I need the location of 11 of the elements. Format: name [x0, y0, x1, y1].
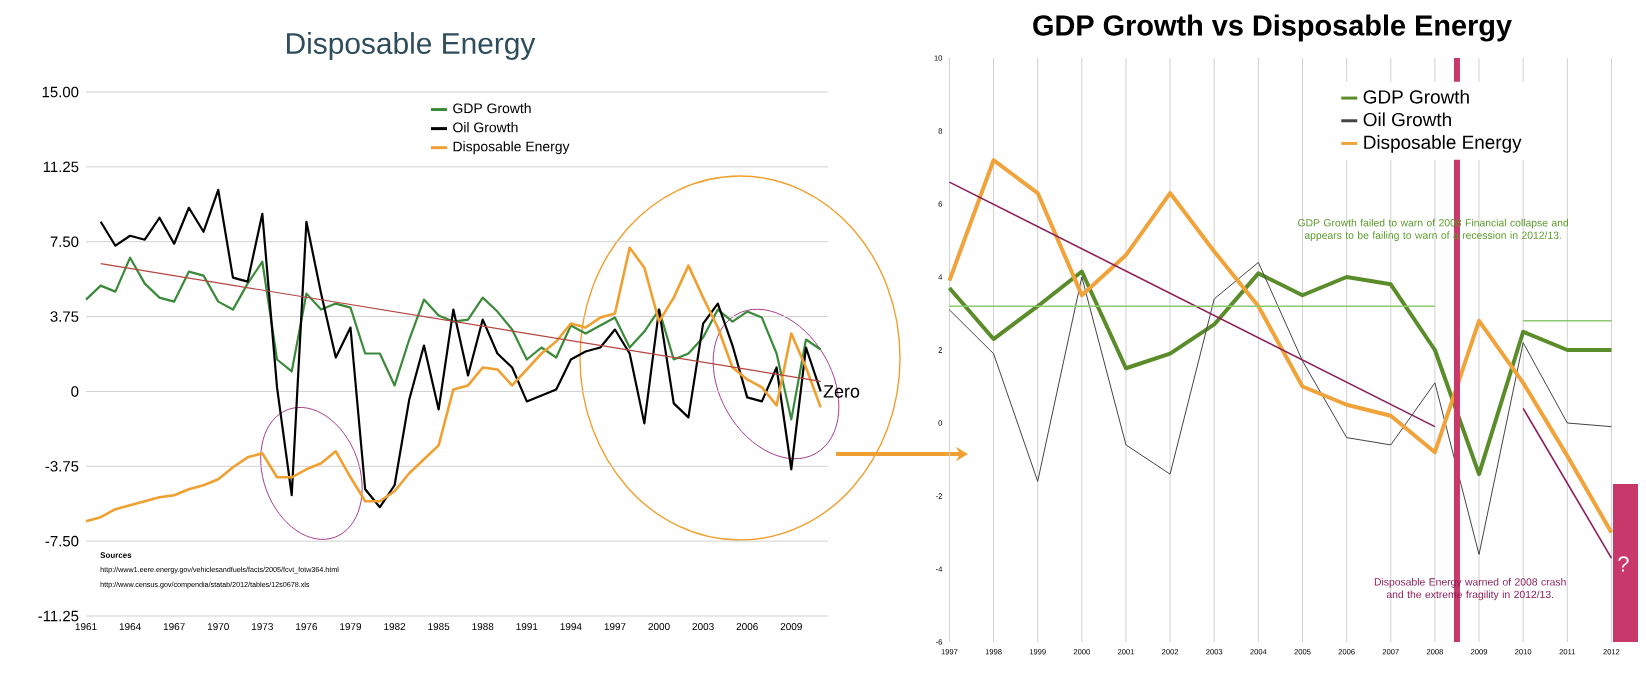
chart-title: Disposable Energy	[287, 32, 536, 60]
line-series	[947, 158, 1614, 535]
line-series	[99, 188, 822, 509]
legend-label: GDP Growth	[1363, 89, 1469, 104]
legend-label: Disposable Energy	[1364, 135, 1522, 153]
text: ?	[1618, 556, 1629, 572]
legend-label: Oil Growth	[1363, 112, 1451, 127]
line-series	[947, 269, 1614, 477]
line-series	[948, 261, 1612, 555]
annotation: Zero	[823, 385, 860, 398]
chart-title: GDP Growth vs Disposable Energy	[1033, 14, 1512, 42]
